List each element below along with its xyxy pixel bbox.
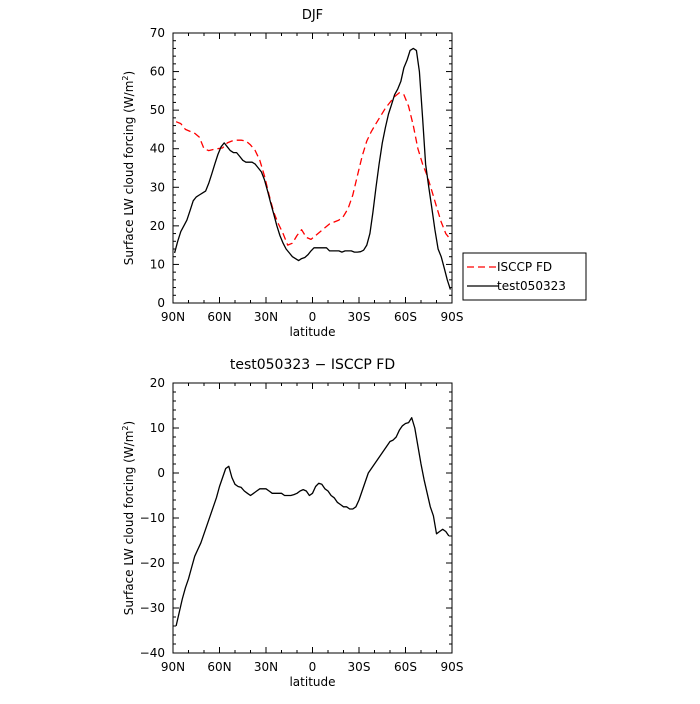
x-axis-label: latitude [289,325,335,339]
x-tick-label: 30N [254,310,278,324]
y-tick-label: 60 [150,65,165,79]
chart-title: DJF [302,8,323,23]
y-tick-label: −40 [140,646,165,660]
y-axis-label-sup: 2 [121,76,130,81]
x-tick-label: 30N [254,660,278,674]
legend-box [462,252,587,301]
y-tick-label: −10 [140,511,165,525]
x-tick-label: 0 [309,660,317,674]
x-tick-label: 30S [348,310,371,324]
x-tick-label: 30S [348,660,371,674]
x-tick-label: 60S [394,310,417,324]
y-axis-label-sup: 2 [121,426,130,431]
chart-title: test050323 − ISCCP FD [230,357,395,373]
x-tick-label: 90N [161,310,185,324]
legend-label: test050323 [497,279,566,293]
legend-label: ISCCP FD [497,260,552,274]
y-tick-label: 20 [150,219,165,233]
x-axis-label: latitude [289,675,335,689]
y-axis-label: Surface LW cloud forcing (W/m2) [121,71,136,265]
x-tick-label: 90S [441,310,464,324]
y-tick-label: −30 [140,601,165,615]
y-axis-label-end: ) [122,421,136,426]
y-tick-label: −20 [140,556,165,570]
legend: ISCCP FD test050323 [462,252,587,301]
y-tick-label: 50 [150,103,165,117]
series-line-test050323 [173,47,452,290]
x-tick-label: 60S [394,660,417,674]
y-tick-label: 70 [150,26,165,40]
y-tick-label: 40 [150,142,165,156]
y-axis-label-end: ) [122,71,136,76]
y-axis-label-main: Surface LW cloud forcing (W/m [122,431,136,616]
y-tick-label: 10 [150,257,165,271]
x-tick-label: 0 [309,310,317,324]
panel-bottom-difference: test050323 − ISCCP FD 90N 60N 30N 0 30S 60S 90S… [121,357,463,689]
x-tick-label: 90S [441,660,464,674]
y-tick-label: 0 [157,296,165,310]
x-tick-label: 60N [207,310,231,324]
plot-frame [172,382,453,654]
plot-frame [172,32,453,304]
y-tick-label: 20 [150,376,165,390]
y-tick-label: 30 [150,180,165,194]
y-tick-label: 0 [157,466,165,480]
x-tick-label: 90N [161,660,185,674]
y-axis-label-main: Surface LW cloud forcing (W/m [122,81,136,266]
x-tick-label: 60N [207,660,231,674]
series-line-difference [175,417,450,627]
y-axis-label: Surface LW cloud forcing (W/m2) [121,421,136,615]
panel-top-djf: DJF 90N 60N 30N 0 30S 60S 90S 0 10 20 30 40 50 60 70 lat… [121,8,587,339]
series-line-isccp-fd [175,92,451,246]
y-tick-label: 10 [150,421,165,435]
